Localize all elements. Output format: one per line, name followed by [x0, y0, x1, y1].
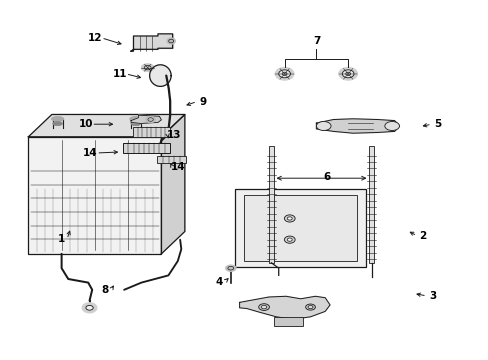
- Ellipse shape: [275, 68, 293, 80]
- Ellipse shape: [287, 217, 292, 220]
- Ellipse shape: [316, 122, 330, 130]
- Polygon shape: [316, 119, 399, 133]
- Text: 13: 13: [166, 130, 181, 140]
- Ellipse shape: [345, 72, 350, 76]
- Bar: [273, 317, 303, 326]
- Ellipse shape: [261, 305, 266, 309]
- Ellipse shape: [53, 121, 62, 126]
- Ellipse shape: [145, 116, 155, 123]
- Ellipse shape: [129, 117, 142, 121]
- Text: 3: 3: [428, 291, 435, 301]
- Text: 7: 7: [312, 36, 320, 46]
- Polygon shape: [28, 114, 184, 137]
- Polygon shape: [239, 296, 329, 319]
- Ellipse shape: [166, 38, 175, 44]
- Ellipse shape: [86, 305, 93, 310]
- Bar: [243, 195, 356, 261]
- Ellipse shape: [342, 70, 353, 78]
- Ellipse shape: [305, 304, 315, 310]
- Text: 4: 4: [215, 276, 223, 287]
- Text: 10: 10: [78, 119, 93, 129]
- Ellipse shape: [258, 304, 269, 310]
- Ellipse shape: [307, 305, 312, 309]
- Ellipse shape: [131, 121, 141, 126]
- Ellipse shape: [384, 122, 399, 130]
- Bar: [157, 156, 185, 163]
- Polygon shape: [131, 115, 161, 123]
- Text: 8: 8: [102, 285, 108, 295]
- Text: 14: 14: [83, 148, 98, 158]
- Text: 2: 2: [419, 231, 426, 241]
- Bar: [28, 137, 161, 254]
- Ellipse shape: [51, 117, 63, 121]
- Text: 12: 12: [88, 33, 102, 43]
- Bar: [123, 143, 169, 153]
- Ellipse shape: [278, 70, 290, 78]
- Ellipse shape: [141, 64, 154, 72]
- Text: 14: 14: [171, 162, 185, 172]
- Text: 11: 11: [112, 69, 127, 79]
- Bar: [369, 146, 373, 263]
- Ellipse shape: [282, 72, 286, 76]
- Text: 5: 5: [433, 119, 440, 129]
- Ellipse shape: [284, 215, 295, 222]
- Text: 6: 6: [323, 172, 329, 182]
- Ellipse shape: [287, 238, 292, 241]
- Bar: [234, 189, 365, 267]
- Ellipse shape: [338, 68, 357, 80]
- Bar: [133, 127, 169, 137]
- Ellipse shape: [284, 236, 295, 243]
- Polygon shape: [131, 34, 172, 51]
- Polygon shape: [149, 65, 171, 86]
- Text: 1: 1: [58, 234, 64, 244]
- Ellipse shape: [82, 303, 97, 313]
- Bar: [269, 146, 273, 263]
- Polygon shape: [161, 114, 184, 254]
- Text: 9: 9: [199, 96, 206, 107]
- Ellipse shape: [225, 265, 236, 271]
